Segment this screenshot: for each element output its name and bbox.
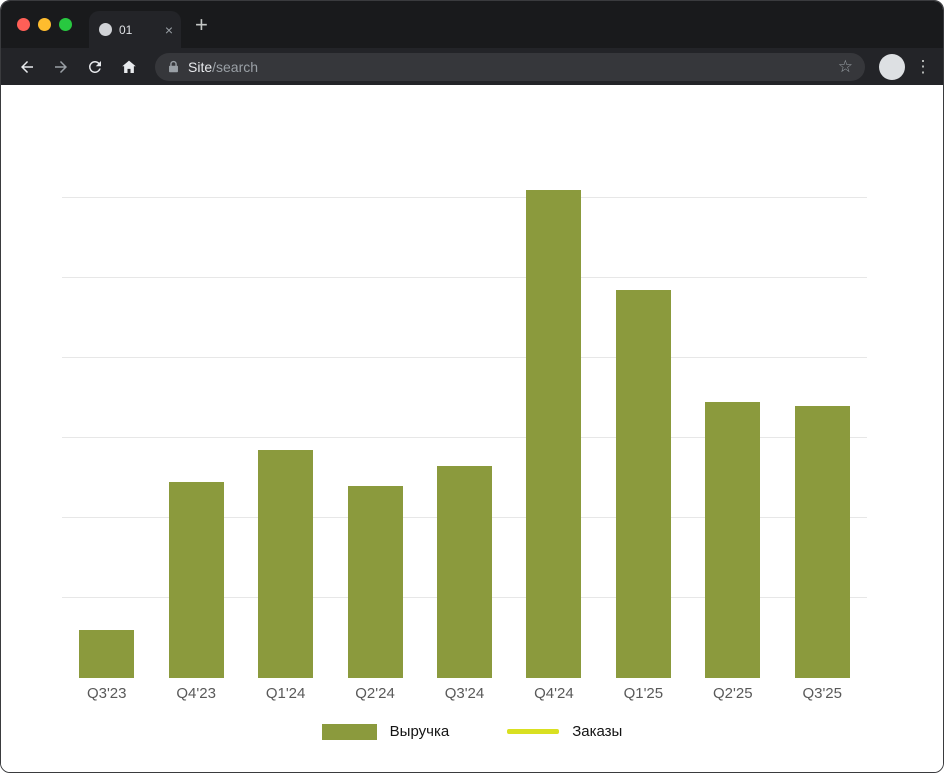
x-axis-label: Q2'25 bbox=[713, 685, 753, 702]
home-button[interactable] bbox=[113, 52, 145, 82]
gridline bbox=[62, 197, 867, 198]
bar-Q3'24[interactable] bbox=[436, 466, 492, 678]
browser-tab[interactable]: 01 × bbox=[89, 11, 181, 48]
forward-arrow-icon bbox=[55, 60, 67, 73]
chart-bars bbox=[62, 178, 867, 678]
profile-avatar[interactable] bbox=[879, 53, 905, 80]
url-path: /search bbox=[212, 58, 259, 75]
reload-button[interactable] bbox=[79, 52, 111, 82]
legend-revenue-label: Выручка bbox=[389, 723, 450, 740]
tab-title: 01 bbox=[119, 22, 133, 37]
browser-menu-icon[interactable]: ⋮ bbox=[914, 56, 932, 76]
x-axis-label: Q3'24 bbox=[444, 685, 485, 702]
url-text: Site/search bbox=[188, 59, 258, 75]
bar-Q4'24[interactable] bbox=[526, 190, 582, 678]
gridline bbox=[62, 437, 867, 438]
x-axis-label: Q3'25 bbox=[802, 685, 842, 702]
legend-orders-swatch bbox=[507, 729, 560, 734]
bar-chart-plot bbox=[62, 178, 867, 678]
x-axis-label: Q4'23 bbox=[176, 685, 216, 702]
bar-slot bbox=[420, 178, 509, 678]
lock-icon bbox=[169, 60, 178, 73]
back-button[interactable] bbox=[11, 52, 43, 82]
gridline bbox=[62, 357, 867, 358]
bookmark-star-icon[interactable]: ☆ bbox=[837, 57, 853, 76]
legend-revenue-swatch bbox=[321, 723, 377, 740]
tab-favicon-icon bbox=[99, 23, 112, 36]
bar-slot bbox=[778, 178, 867, 678]
back-arrow-icon bbox=[21, 60, 33, 73]
x-axis-label: Q3'23 bbox=[86, 685, 127, 702]
page-content: Q3'23 Q4'23 Q1'24 Q2'24 Q3'24 Q4'24 Q1'25 Q2'25… bbox=[1, 85, 943, 772]
chart-legend: Выручка Заказы bbox=[1, 723, 943, 740]
bar-Q3'23[interactable] bbox=[79, 630, 135, 678]
zoom-window-button[interactable] bbox=[59, 18, 72, 31]
bar-slot bbox=[62, 178, 151, 678]
new-tab-button[interactable]: + bbox=[195, 11, 208, 37]
bar-slot bbox=[599, 178, 688, 678]
forward-button[interactable] bbox=[45, 52, 77, 82]
bar-Q1'24[interactable] bbox=[258, 450, 314, 678]
bar-slot bbox=[509, 178, 598, 678]
bar-slot bbox=[241, 178, 330, 678]
bar-slot bbox=[330, 178, 419, 678]
close-window-button[interactable] bbox=[17, 18, 30, 31]
x-axis-labels: Q3'23 Q4'23 Q1'24 Q2'24 Q3'24 Q4'24 Q1'25 Q2'25… bbox=[62, 685, 867, 702]
bar-slot bbox=[688, 178, 777, 678]
x-axis-label: Q2'24 bbox=[355, 685, 395, 702]
tab-close-icon[interactable]: × bbox=[164, 21, 173, 38]
bar-Q3'25[interactable] bbox=[794, 406, 850, 678]
x-axis-label: Q1'24 bbox=[265, 685, 306, 702]
x-axis-label: Q4'24 bbox=[534, 685, 574, 702]
home-icon bbox=[122, 60, 136, 73]
x-axis-label: Q1'25 bbox=[623, 685, 664, 702]
bar-Q1'25[interactable] bbox=[615, 290, 671, 678]
address-bar[interactable]: Site/search ☆ bbox=[155, 52, 865, 81]
minimize-window-button[interactable] bbox=[38, 18, 51, 31]
gridline bbox=[62, 277, 867, 278]
bar-Q2'24[interactable] bbox=[347, 486, 403, 678]
browser-toolbar: Site/search ☆ ⋮ bbox=[1, 48, 943, 85]
url-site: Site bbox=[188, 58, 213, 75]
reload-icon bbox=[88, 60, 101, 73]
bar-slot bbox=[151, 178, 240, 678]
legend-orders-label: Заказы bbox=[572, 723, 623, 740]
window-controls bbox=[17, 1, 72, 48]
bar-Q2'25[interactable] bbox=[705, 402, 761, 678]
bar-Q4'23[interactable] bbox=[168, 482, 224, 678]
tab-strip: 01 × + bbox=[1, 1, 943, 48]
